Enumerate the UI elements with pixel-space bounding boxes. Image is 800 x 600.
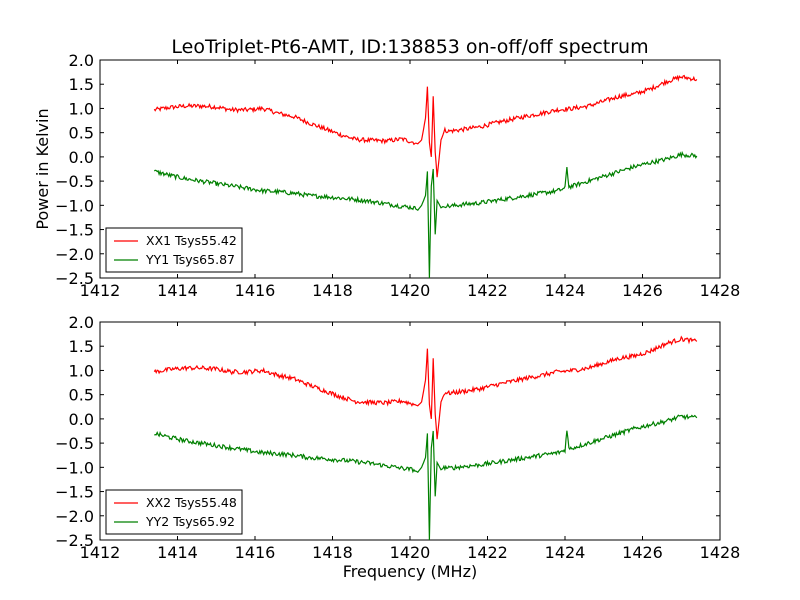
x-axis-label: Frequency (MHz) [343, 562, 477, 581]
x-tick-label: 1416 [235, 543, 276, 562]
series-line-xx1 [153, 74, 698, 178]
x-tick-label: 1420 [390, 281, 431, 300]
legend-label: XX1 Tsys55.42 [146, 233, 237, 248]
y-tick-label: 0.5 [69, 386, 94, 405]
legend-label: XX2 Tsys55.48 [146, 495, 237, 510]
y-tick-label: 1.5 [69, 75, 94, 94]
legend-label: YY2 Tsys65.92 [145, 514, 235, 529]
y-tick-label: 1.0 [69, 361, 94, 380]
x-tick-label: 1420 [390, 543, 431, 562]
y-tick-label: 0.5 [69, 124, 94, 143]
y-tick-label: −2.5 [55, 269, 94, 288]
y-tick-label: −1.5 [55, 221, 94, 240]
top-panel: 1412 1414 1416 1418 1420 1422 1424 1426 1428 2.0 1… [33, 51, 740, 300]
x-tick-label: 1414 [157, 543, 198, 562]
y-tick-label: 0.0 [69, 148, 94, 167]
x-tick-label: 1414 [157, 281, 198, 300]
x-tick-label: 1428 [700, 543, 741, 562]
x-tick-label: 1428 [700, 281, 741, 300]
x-tick-label: 1426 [622, 543, 663, 562]
legend-box [105, 489, 243, 535]
x-tick-label: 1412 [80, 543, 121, 562]
bottom-panel: 1412 1414 1416 1418 1420 1422 1424 1426 1428 2.0 1… [55, 313, 740, 581]
x-tick-label: 1416 [235, 281, 276, 300]
x-tick-label: 1424 [545, 543, 586, 562]
y-tick-label: 2.0 [69, 51, 94, 70]
legend-box [105, 227, 243, 273]
x-tick-label: 1422 [467, 543, 508, 562]
y-tick-label: 2.0 [69, 313, 94, 332]
y-tick-label: −0.5 [55, 172, 94, 191]
x-tick-label: 1412 [80, 281, 121, 300]
y-tick-label: 1.5 [69, 337, 94, 356]
y-tick-label: 1.0 [69, 99, 94, 118]
y-tick-label: −2.0 [55, 507, 94, 526]
y-tick-label: −2.0 [55, 245, 94, 264]
y-tick-label: 0.0 [69, 410, 94, 429]
x-tick-label: 1424 [545, 281, 586, 300]
figure-title: LeoTriplet-Pt6-AMT, ID:138853 on-off/off… [171, 36, 648, 58]
y-tick-label: −0.5 [55, 434, 94, 453]
series-line-xx2 [153, 335, 698, 440]
y-tick-label: −1.0 [55, 458, 94, 477]
x-tick-label: 1422 [467, 281, 508, 300]
y-tick-label: −1.0 [55, 196, 94, 215]
x-tick-label: 1418 [312, 543, 353, 562]
series-line-yy1 [153, 150, 698, 278]
y-tick-label: −1.5 [55, 483, 94, 502]
y-tick-label: −2.5 [55, 531, 94, 550]
legend-label: YY1 Tsys65.87 [145, 252, 235, 267]
series-line-yy2 [154, 413, 698, 540]
y-axis-label: Power in Kelvin [33, 108, 52, 229]
x-tick-label: 1418 [312, 281, 353, 300]
x-tick-label: 1426 [622, 281, 663, 300]
